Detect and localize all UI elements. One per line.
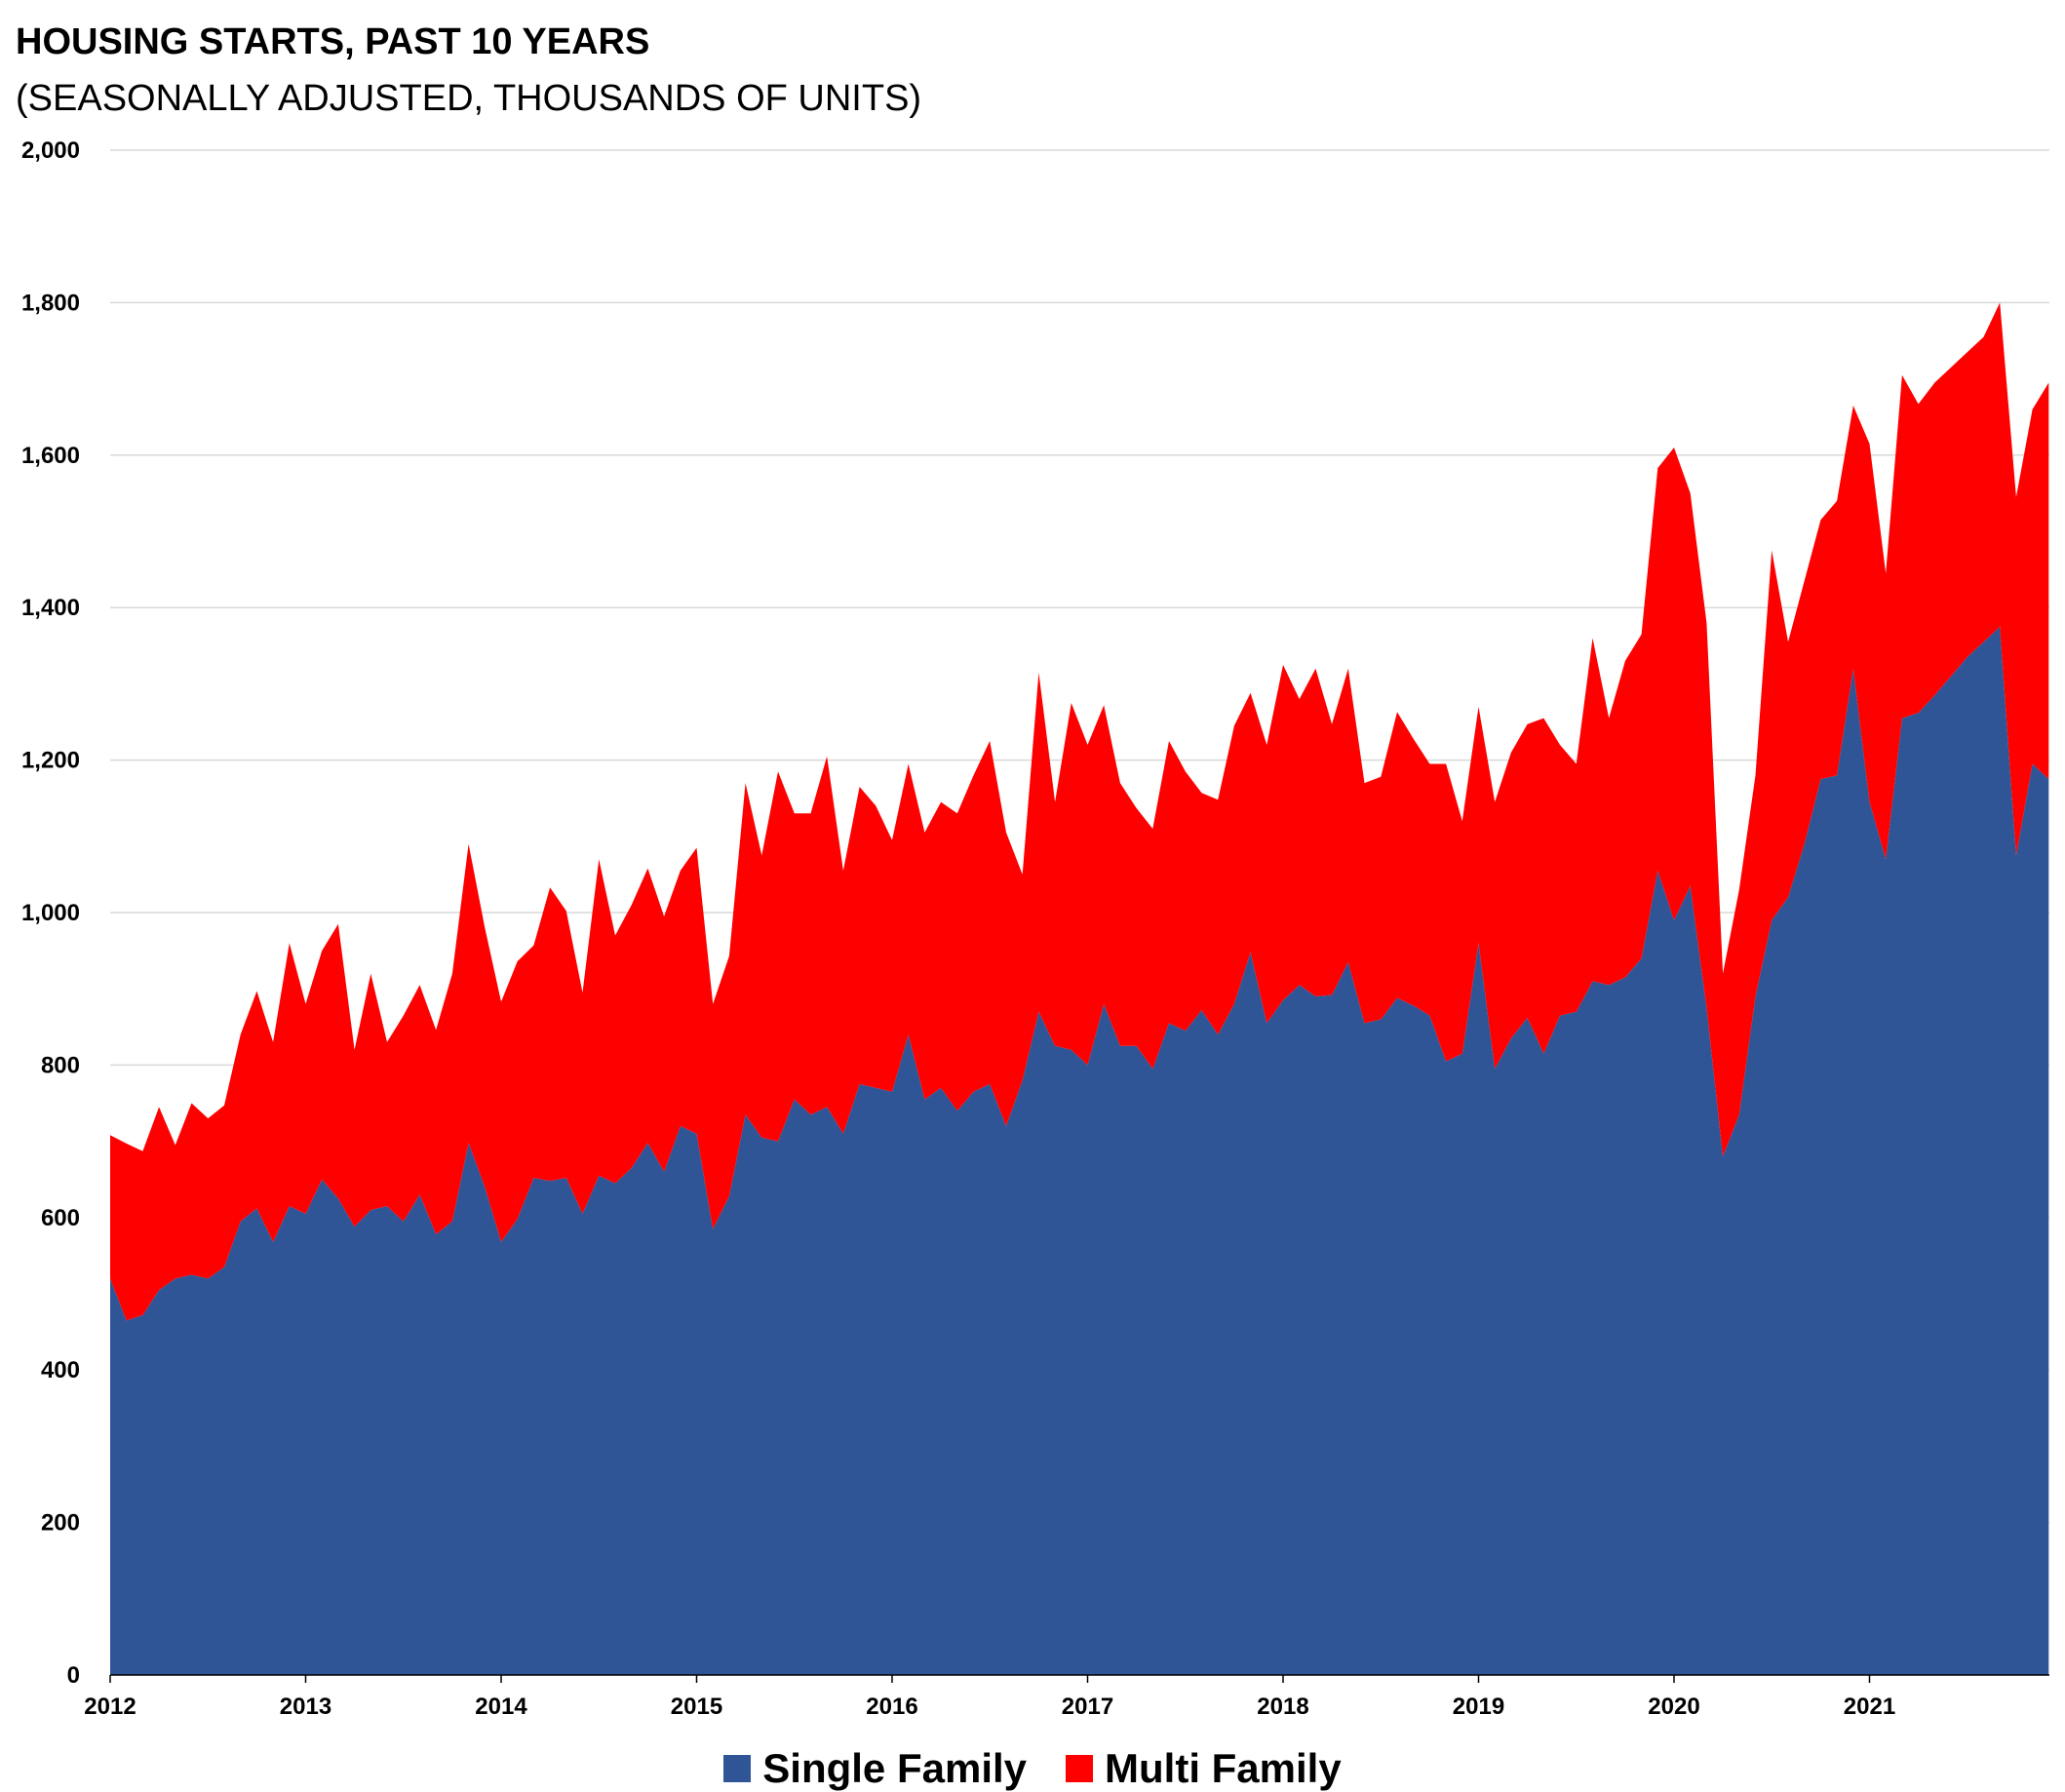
y-tick-label: 200 xyxy=(41,1510,80,1537)
x-tick-label: 2020 xyxy=(1648,1694,1699,1720)
x-tick-label: 2016 xyxy=(866,1694,917,1720)
y-tick-label: 1,000 xyxy=(21,900,80,926)
y-tick-label: 600 xyxy=(41,1205,80,1231)
legend-label-single-family: Single Family xyxy=(762,1745,1028,1791)
legend: Single Family Multi Family xyxy=(0,1745,2065,1792)
x-axis: 2012 2013 2014 2015 2016 2017 2018 2019 2020 2021 xyxy=(84,1674,2049,1720)
area-single-family xyxy=(110,626,2049,1675)
area-multi-family xyxy=(110,302,2049,1321)
chart-subtitle: (SEASONALLY ADJUSTED, THOUSANDS OF UNITS… xyxy=(16,78,922,119)
y-tick-label: 0 xyxy=(67,1662,80,1689)
y-tick-label: 400 xyxy=(41,1357,80,1383)
legend-item-single-family: Single Family xyxy=(723,1745,1027,1792)
y-tick-label: 2,000 xyxy=(21,137,80,164)
y-tick-label: 1,400 xyxy=(21,595,80,621)
x-tick-label: 2014 xyxy=(475,1694,527,1720)
y-tick-label: 1,200 xyxy=(21,748,80,774)
x-tick-label: 2019 xyxy=(1453,1694,1504,1720)
y-tick-label: 1,800 xyxy=(21,290,80,316)
x-tick-label: 2013 xyxy=(280,1694,331,1720)
chart-title: HOUSING STARTS, PAST 10 YEARS xyxy=(16,21,650,62)
legend-swatch-single-family xyxy=(723,1755,752,1782)
y-tick-label: 800 xyxy=(41,1052,80,1078)
x-tick-label: 2015 xyxy=(671,1694,722,1720)
y-axis: 0 200 400 600 800 1,000 1,200 1,400 1,600 1,800 2,… xyxy=(21,137,80,1689)
stacked-areas xyxy=(110,302,2049,1675)
x-tick-label: 2012 xyxy=(84,1694,136,1720)
legend-label-multi-family: Multi Family xyxy=(1105,1745,1342,1791)
x-tick-label: 2017 xyxy=(1062,1694,1113,1720)
legend-item-multi-family: Multi Family xyxy=(1066,1745,1342,1792)
x-tick-label: 2021 xyxy=(1844,1694,1895,1720)
y-tick-label: 1,600 xyxy=(21,443,80,469)
legend-swatch-multi-family xyxy=(1066,1755,1094,1782)
x-tick-label: 2018 xyxy=(1257,1694,1308,1720)
